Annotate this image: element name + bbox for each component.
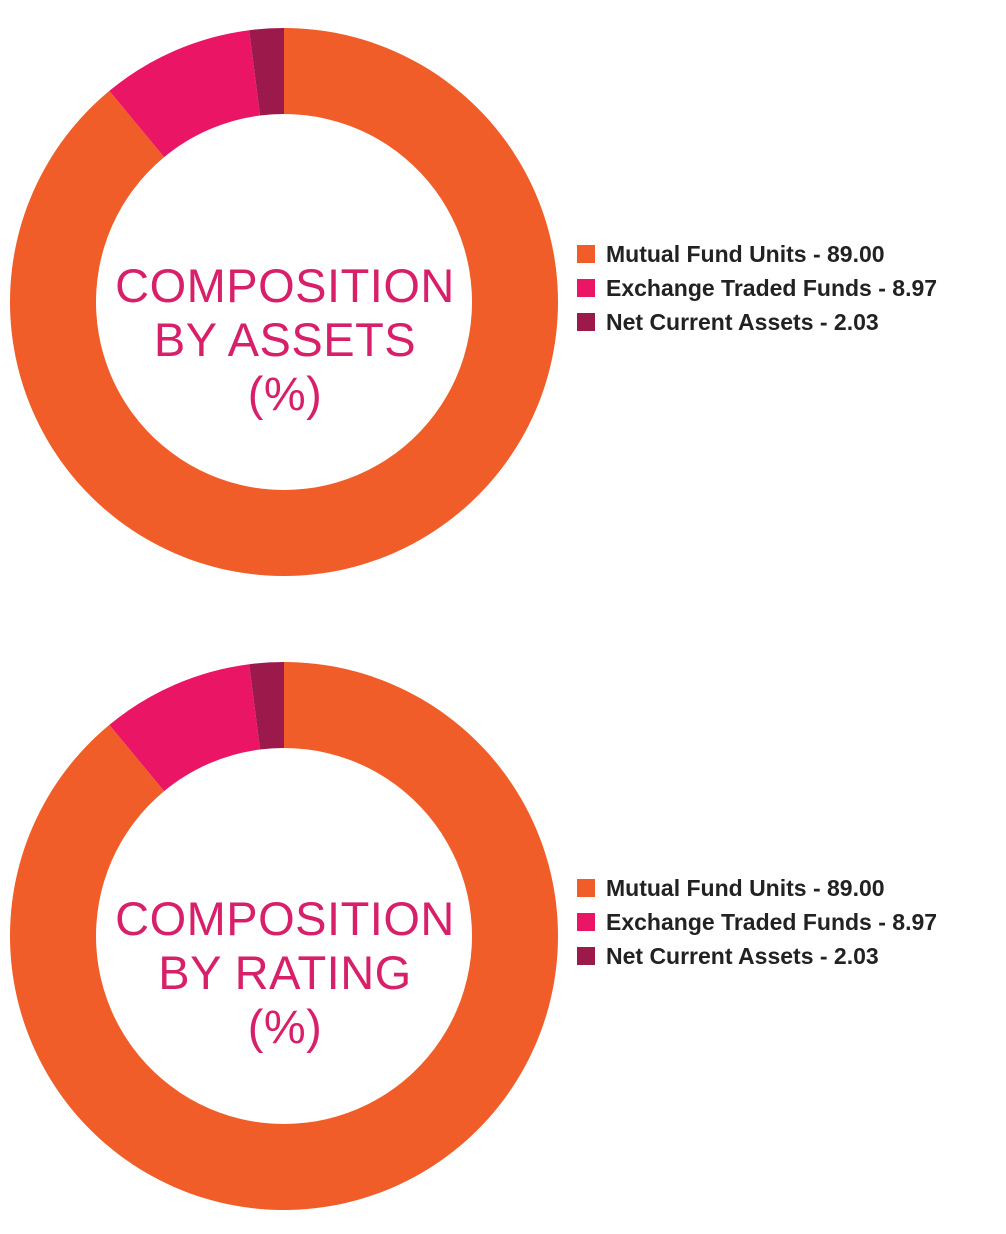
title-line-1: COMPOSITION [115,892,455,945]
title-line-3: (%) [247,1000,323,1053]
legend-item-exchange-traded-funds: Exchange Traded Funds - 8.97 [577,905,1002,939]
donut-slice-net-current-assets [249,662,284,750]
chart-title-rating: COMPOSITION BY RATING (%) [85,892,485,1054]
donut-slice-mutual-fund-units [10,28,559,576]
legend-swatch [577,245,595,263]
title-line-2: BY RATING [158,946,412,999]
legend-swatch [577,279,595,297]
donut-slice-mutual-fund-units [10,662,559,1210]
legend-label: Mutual Fund Units - 89.00 [606,874,885,901]
legend-label: Net Current Assets - 2.03 [606,942,879,969]
legend-item-exchange-traded-funds: Exchange Traded Funds - 8.97 [577,271,1002,305]
legend-label: Mutual Fund Units - 89.00 [606,240,885,267]
legend-assets: Mutual Fund Units - 89.00 Exchange Trade… [577,237,1002,339]
donut-slice-exchange-traded-funds [109,30,261,158]
donut-chart-rating [10,662,559,1210]
legend-swatch [577,879,595,897]
composition-by-assets-chart: COMPOSITION BY ASSETS (%) Mutual Fund Un… [0,0,1006,600]
title-line-1: COMPOSITION [115,259,455,312]
legend-rating: Mutual Fund Units - 89.00 Exchange Trade… [577,871,1002,973]
legend-label: Exchange Traded Funds - 8.97 [606,908,938,935]
chart-title-assets: COMPOSITION BY ASSETS (%) [85,259,485,421]
legend-label: Net Current Assets - 2.03 [606,308,879,335]
title-line-2: BY ASSETS [153,313,417,366]
legend-item-net-current-assets: Net Current Assets - 2.03 [577,305,1002,339]
donut-slice-net-current-assets [249,28,284,116]
legend-item-mutual-fund-units: Mutual Fund Units - 89.00 [577,237,1002,271]
legend-label: Exchange Traded Funds - 8.97 [606,274,938,301]
legend-item-mutual-fund-units: Mutual Fund Units - 89.00 [577,871,1002,905]
legend-swatch [577,913,595,931]
composition-by-rating-chart: COMPOSITION BY RATING (%) Mutual Fund Un… [0,634,1006,1234]
donut-slice-exchange-traded-funds [109,664,261,792]
donut-chart-assets [10,28,559,576]
legend-swatch [577,947,595,965]
title-line-3: (%) [247,367,323,420]
legend-item-net-current-assets: Net Current Assets - 2.03 [577,939,1002,973]
legend-swatch [577,313,595,331]
